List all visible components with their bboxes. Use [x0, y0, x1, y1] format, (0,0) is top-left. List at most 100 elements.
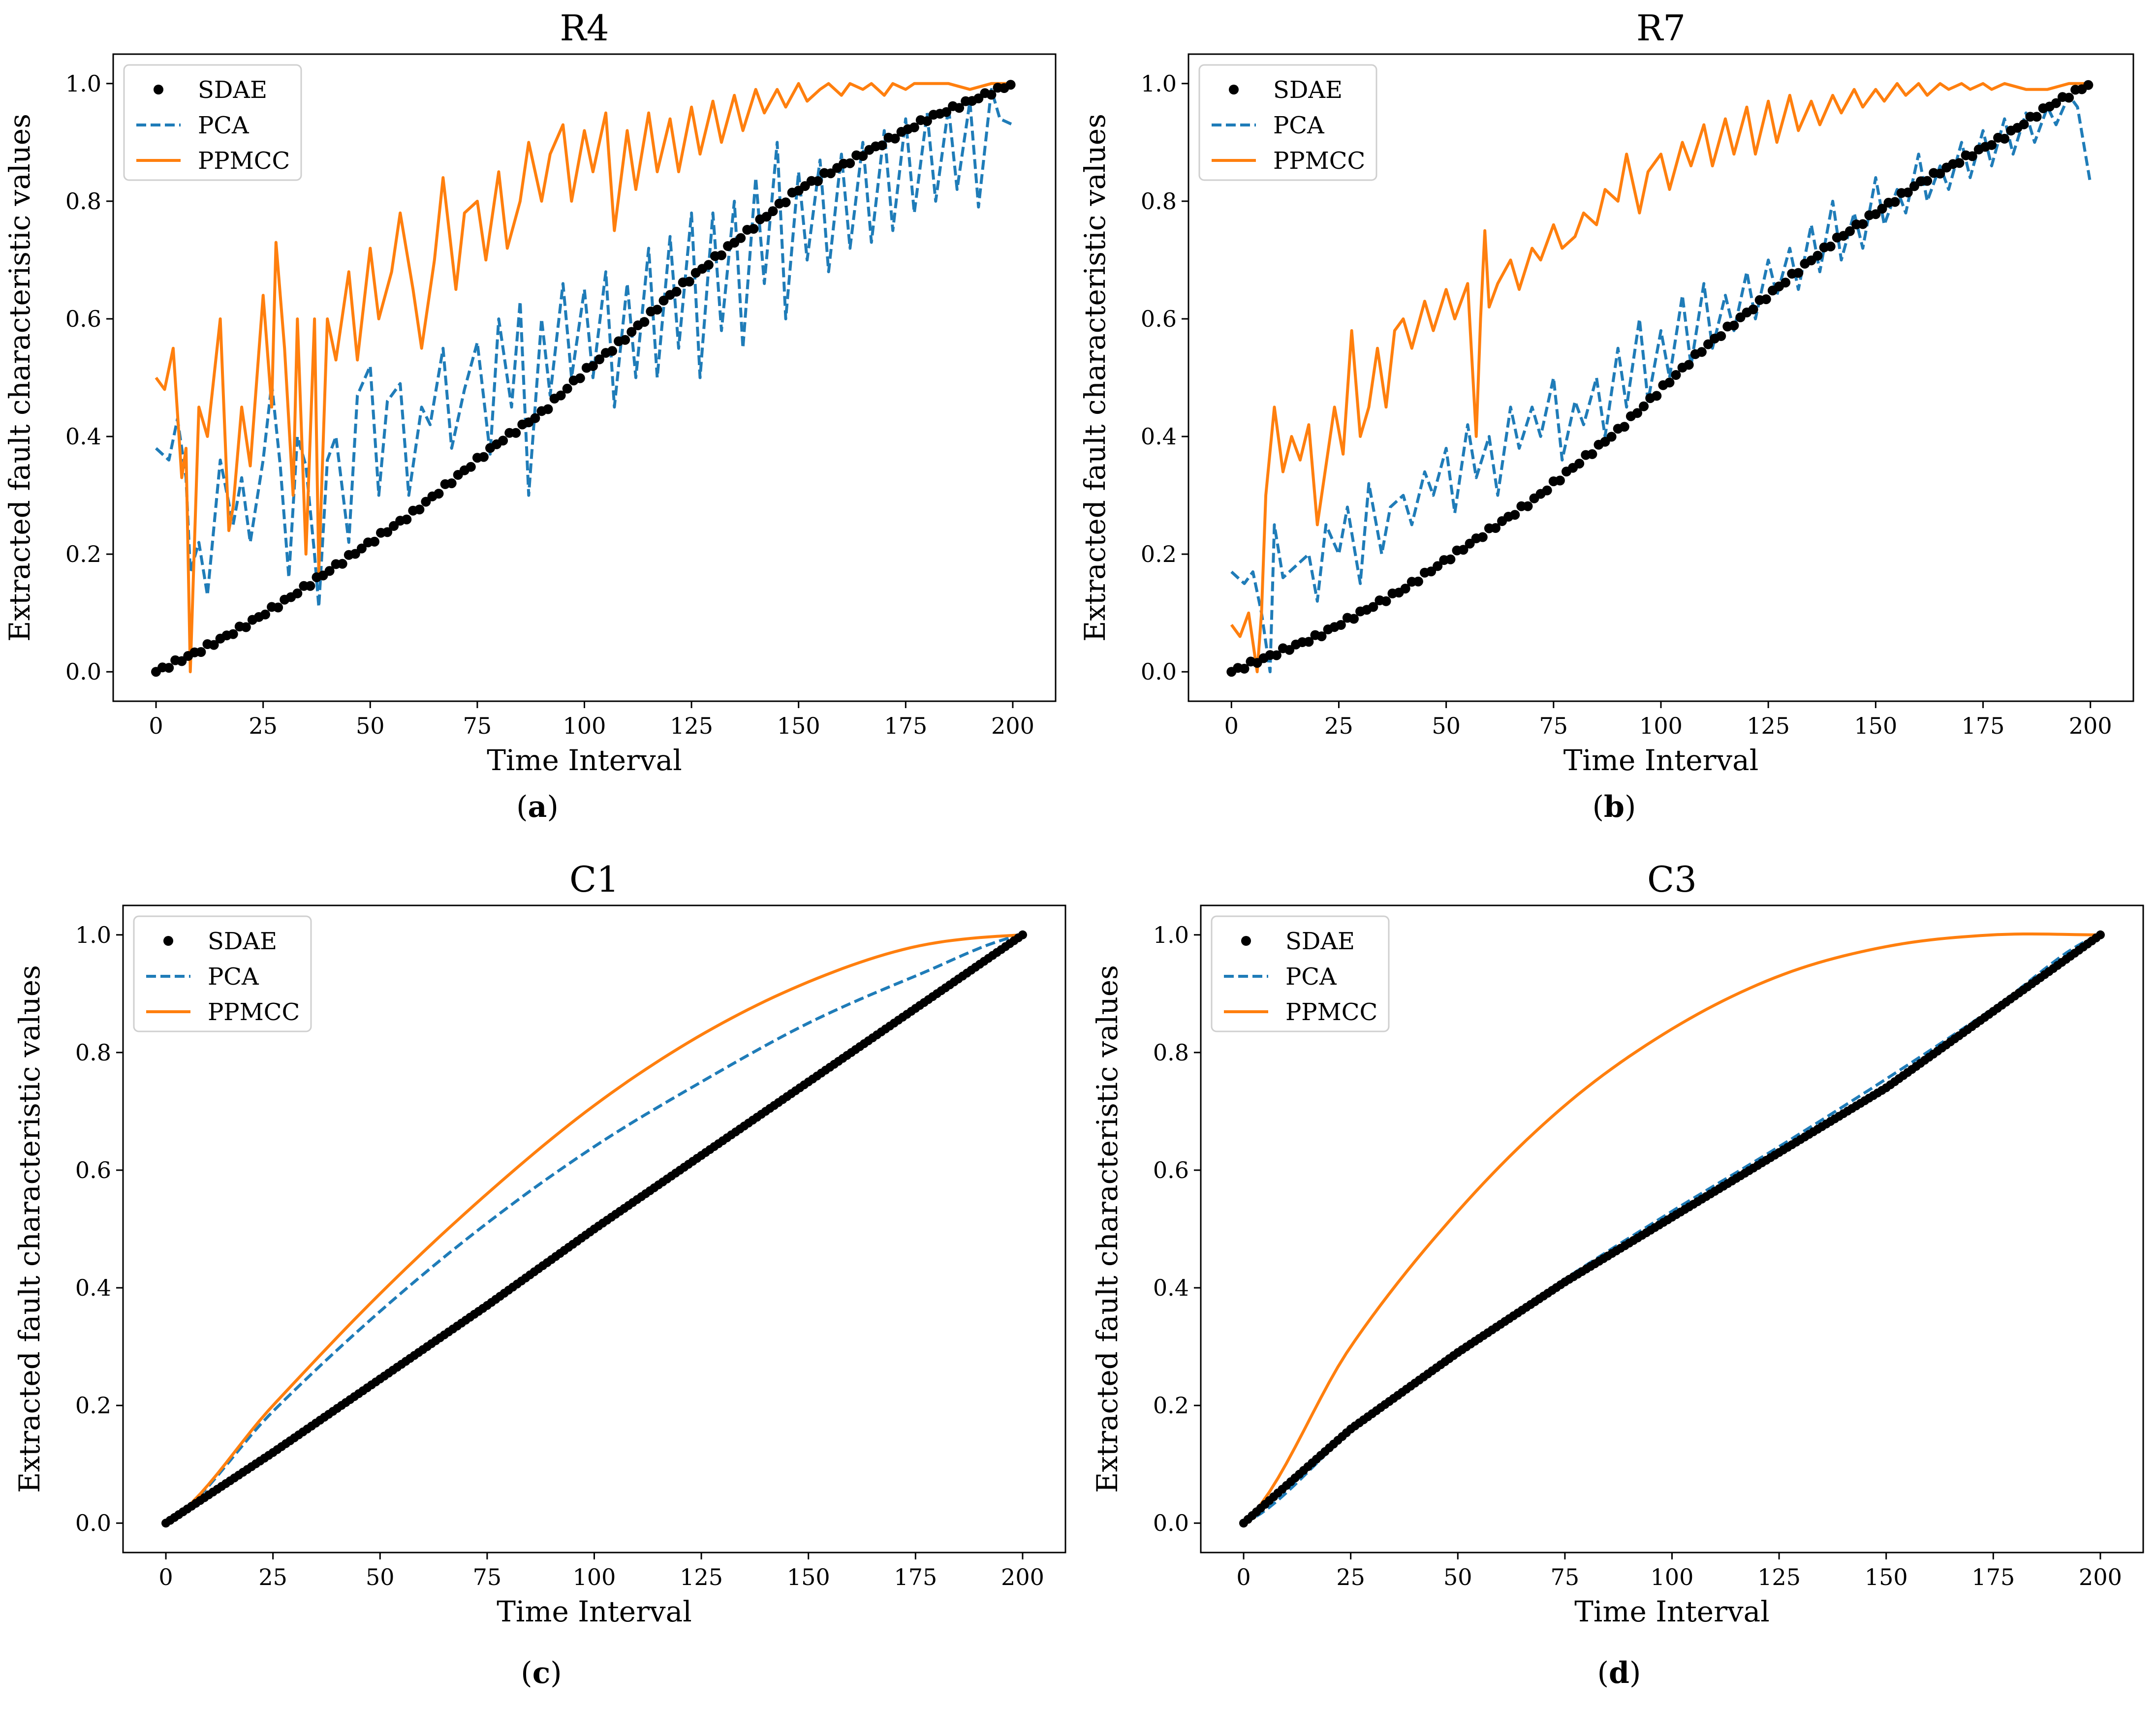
sdae-point: [402, 514, 412, 525]
x-tick-label: 50: [356, 713, 385, 739]
sdae-point: [1349, 614, 1359, 624]
sdae-point: [1632, 408, 1642, 418]
sdae-point: [382, 527, 393, 537]
y-tick-label: 0.8: [1141, 188, 1177, 215]
x-tick-label: 100: [1651, 1564, 1694, 1590]
x-tick-label: 200: [991, 713, 1034, 739]
sdae-point: [292, 588, 303, 598]
sdae-point: [1316, 631, 1327, 642]
sdae-point: [986, 90, 997, 100]
sdae-point: [1671, 370, 1681, 380]
sdae-point: [434, 489, 444, 499]
y-tick-label: 0.0: [1141, 658, 1177, 685]
sdae-point: [1987, 140, 1997, 150]
sdae-point: [1542, 485, 1552, 496]
sdae-point: [1793, 268, 1804, 278]
sdae-point: [273, 602, 283, 613]
sdae-point: [1696, 347, 1707, 357]
sdae-point: [1304, 637, 1314, 647]
legend-swatch-sdae: [154, 85, 163, 94]
sdae-point: [717, 250, 726, 260]
sdae-point: [1555, 475, 1565, 486]
sdae-point: [588, 361, 598, 371]
y-tick-label: 0.2: [75, 1392, 111, 1419]
x-tick-label: 200: [2079, 1564, 2122, 1590]
sdae-point: [652, 305, 662, 315]
sdae-point: [1781, 278, 1791, 288]
sdae-point: [954, 103, 965, 113]
sdae-point: [1652, 391, 1662, 401]
x-tick-label: 200: [2069, 713, 2112, 739]
plot-area: [151, 80, 1016, 677]
chart-title: R7: [1636, 7, 1686, 49]
sdae-point: [639, 317, 650, 327]
legend-label-ppmcc: PPMCC: [198, 147, 290, 175]
series-pca-line: [165, 933, 1023, 1524]
y-axis-label: Extracted fault characteristic values: [13, 965, 46, 1493]
x-tick-label: 75: [1551, 1564, 1580, 1590]
legend-label-sdae: SDAE: [1273, 76, 1343, 104]
legend-label-pca: PCA: [208, 963, 259, 991]
legend-label-pca: PCA: [1285, 963, 1337, 991]
x-tick-label: 100: [573, 1564, 616, 1590]
sdae-point: [1729, 320, 1739, 331]
sdae-point: [164, 663, 174, 673]
y-tick-label: 1.0: [65, 70, 101, 97]
sdae-point: [1523, 501, 1533, 511]
sdae-point: [736, 233, 746, 243]
sdae-point: [1458, 545, 1469, 555]
sdae-point: [1477, 532, 1488, 542]
sdae-point: [421, 497, 431, 507]
sdae-point: [2000, 133, 2010, 144]
x-tick-label: 50: [1432, 713, 1461, 739]
y-tick-label: 0.2: [1153, 1392, 1189, 1419]
sdae-point: [890, 133, 900, 144]
sdae-point: [324, 566, 335, 576]
sdae-point: [1716, 331, 1726, 341]
sdae-point: [1239, 663, 1250, 674]
sdae-point: [2019, 119, 2029, 129]
sdae-point: [1284, 645, 1295, 655]
y-tick-label: 0.2: [1141, 541, 1177, 567]
y-axis-label: Extracted fault characteristic values: [1078, 114, 1112, 642]
y-tick-label: 0.4: [1141, 423, 1177, 450]
x-tick-label: 75: [463, 713, 492, 739]
y-axis-label: Extracted fault characteristic values: [1091, 965, 1124, 1493]
sdae-point: [1935, 168, 1945, 179]
x-tick-label: 25: [249, 713, 278, 739]
sdae-point: [620, 335, 630, 345]
sdae-point: [2064, 93, 2074, 103]
x-tick-label: 100: [1639, 713, 1683, 739]
sdae-point: [466, 462, 476, 472]
series-sdae: [1239, 930, 2105, 1528]
sdae-point: [1812, 250, 1823, 261]
sdae-point: [1903, 187, 1913, 198]
sdae-point: [511, 428, 521, 438]
legend-swatch-sdae: [163, 936, 173, 946]
sdae-point: [1445, 554, 1456, 564]
plot-area: [161, 930, 1027, 1528]
sdae-point: [2031, 112, 2042, 122]
sdae-point: [1381, 596, 1391, 606]
sdae-point: [530, 413, 540, 423]
sdae-point: [1413, 576, 1423, 587]
sdae-point: [1433, 561, 1443, 571]
legend-label-sdae: SDAE: [1285, 928, 1355, 955]
legend-box: [133, 915, 312, 1032]
x-tick-label: 0: [149, 713, 163, 739]
sdae-point: [909, 122, 919, 132]
legend-label-ppmcc: PPMCC: [1273, 147, 1365, 175]
x-tick-label: 175: [894, 1564, 937, 1590]
sdae-point: [877, 140, 887, 151]
legend-label-pca: PCA: [1273, 112, 1325, 139]
series-ppmcc-line: [1242, 933, 2101, 1524]
legend-label-sdae: SDAE: [198, 76, 267, 104]
sdae-point: [1606, 432, 1617, 442]
y-tick-label: 0.8: [1153, 1039, 1189, 1066]
sdae-point: [575, 373, 585, 383]
sdae-point: [350, 549, 360, 559]
sdae-point: [658, 295, 669, 306]
sdae-point: [1664, 377, 1675, 388]
sdae-point: [768, 206, 778, 217]
sdae-point: [1587, 449, 1597, 459]
